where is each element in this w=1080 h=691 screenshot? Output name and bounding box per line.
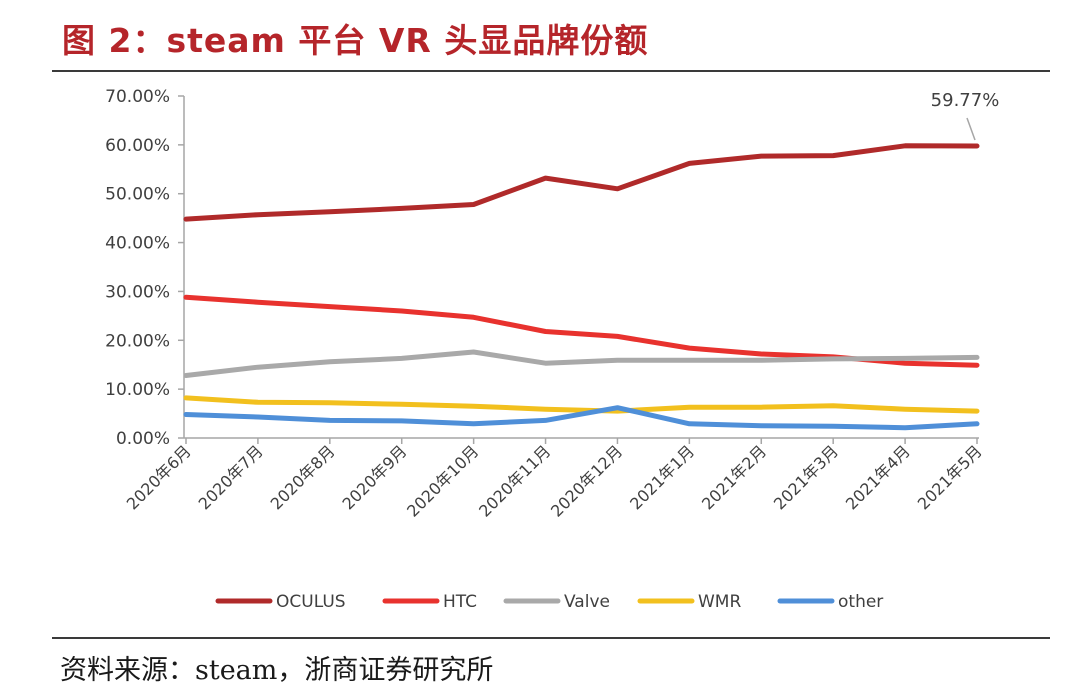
y-tick-label: 10.00% <box>105 380 170 400</box>
series-line-valve <box>183 349 980 378</box>
source-note: 资料来源：steam，浙商证券研究所 <box>60 655 494 686</box>
y-tick-label: 0.00% <box>116 429 170 449</box>
data-label: 59.77% <box>931 90 1000 111</box>
y-tick-label: 30.00% <box>105 282 170 302</box>
chart-title: 图 2：steam 平台 VR 头显品牌份额 <box>62 21 649 60</box>
legend-label-valve: Valve <box>564 592 610 612</box>
x-tick-label: 2020年8月 <box>267 441 339 513</box>
y-tick-label: 60.00% <box>105 136 170 156</box>
legend-label-oculus: OCULUS <box>276 592 346 612</box>
x-tick-label: 2021年3月 <box>770 441 842 513</box>
series-line-oculus <box>183 143 980 222</box>
y-tick-label: 40.00% <box>105 234 170 254</box>
data-label-leader <box>966 117 976 141</box>
source-divider <box>52 637 1050 639</box>
x-tick-label: 2021年2月 <box>698 441 770 513</box>
x-tick-label: 2020年6月 <box>123 441 195 513</box>
series-line-other <box>183 405 980 431</box>
x-tick-label: 2020年12月 <box>547 441 626 520</box>
legend-label-other: other <box>838 592 883 612</box>
x-tick-label: 2021年1月 <box>626 441 698 513</box>
title-divider <box>52 70 1050 72</box>
x-tick-label: 2020年10月 <box>403 441 482 520</box>
series-line-wmr <box>183 395 980 414</box>
x-tick-label: 2021年5月 <box>914 441 986 513</box>
series-line-htc <box>183 294 980 368</box>
x-tick-label: 2021年4月 <box>842 441 914 513</box>
x-tick-label: 2020年9月 <box>338 441 410 513</box>
y-tick-label: 70.00% <box>105 87 170 107</box>
y-tick-label: 20.00% <box>105 331 170 351</box>
x-tick-label: 2020年7月 <box>195 441 267 513</box>
y-tick-label: 50.00% <box>105 185 170 205</box>
legend-label-wmr: WMR <box>698 592 741 612</box>
x-tick-label: 2020年11月 <box>475 441 554 520</box>
legend-label-htc: HTC <box>443 592 477 612</box>
